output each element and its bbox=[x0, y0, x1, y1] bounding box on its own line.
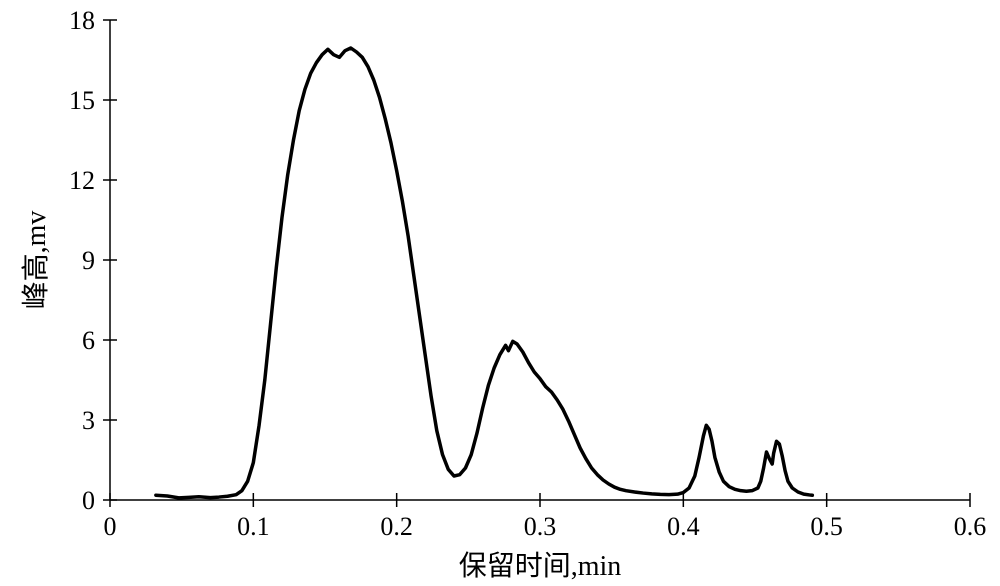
y-tick-label: 12 bbox=[69, 166, 95, 195]
y-tick-label: 18 bbox=[69, 6, 95, 35]
y-tick-label: 9 bbox=[82, 246, 95, 275]
x-tick-label: 0.5 bbox=[810, 512, 843, 541]
x-axis-label: 保留时间,min bbox=[459, 550, 622, 582]
chromatogram-trace bbox=[156, 48, 812, 498]
x-tick-label: 0.6 bbox=[954, 512, 987, 541]
y-tick-label: 3 bbox=[82, 406, 95, 435]
line-chart: 0 0.1 0.2 0.3 0.4 0.5 0.6 0 3 6 9 12 15 18 保留时间,min 峰高,… bbox=[0, 0, 1000, 586]
y-tick-label: 0 bbox=[82, 486, 95, 515]
x-tick-label: 0.4 bbox=[667, 512, 700, 541]
y-axis-label: 峰高,mv bbox=[20, 211, 52, 310]
chart-container: 0 0.1 0.2 0.3 0.4 0.5 0.6 0 3 6 9 12 15 18 保留时间,min 峰高,… bbox=[0, 0, 1000, 586]
x-tick-label: 0.1 bbox=[237, 512, 270, 541]
x-tick-label: 0.3 bbox=[524, 512, 557, 541]
y-tick-label: 6 bbox=[82, 326, 95, 355]
x-tick-label: 0 bbox=[104, 512, 117, 541]
y-tick-label: 15 bbox=[69, 86, 95, 115]
x-tick-label: 0.2 bbox=[380, 512, 413, 541]
